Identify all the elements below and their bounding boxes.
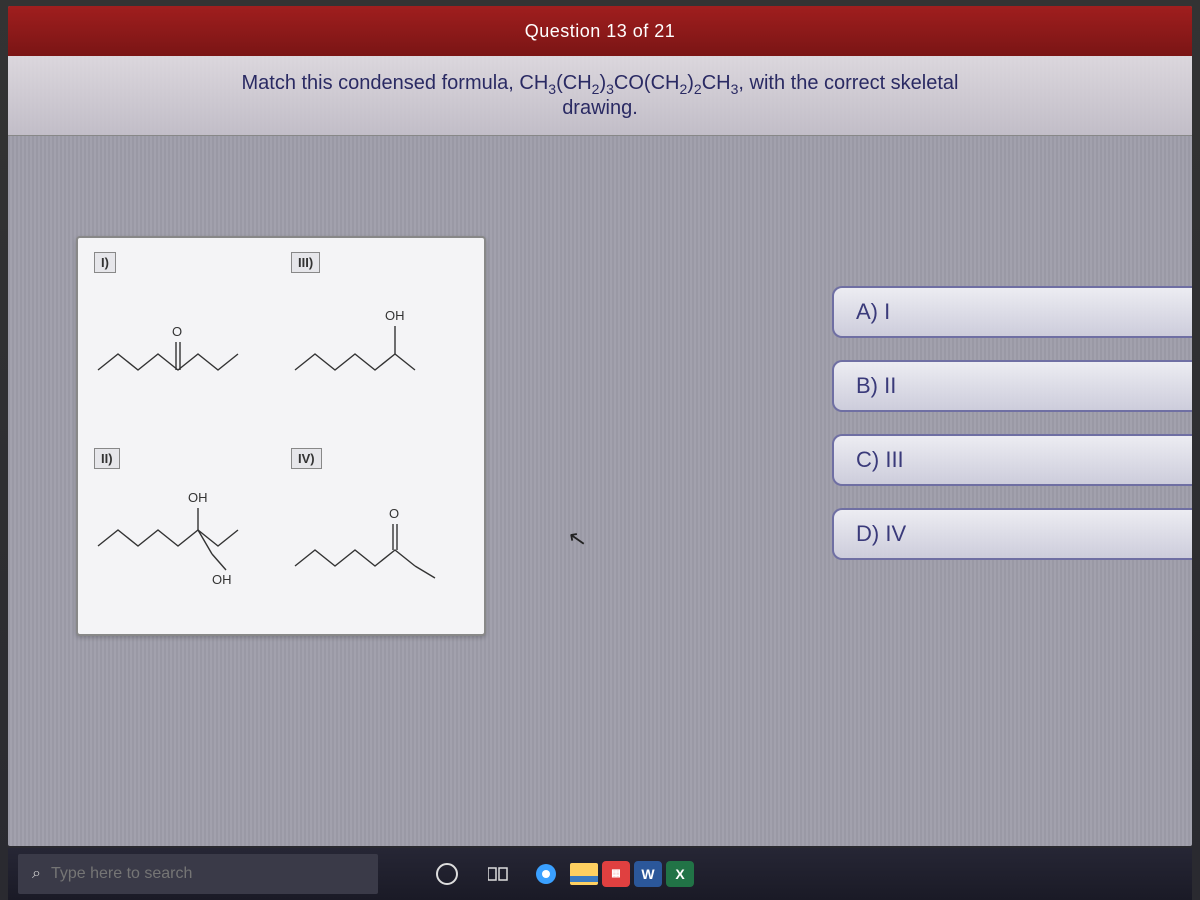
browser-app-button[interactable] <box>526 854 566 894</box>
structure-I: I) O <box>92 252 273 424</box>
progress-text: Question 13 of 21 <box>525 21 676 42</box>
structure-III: III) OH <box>289 252 470 424</box>
answer-B-label: B) II <box>856 373 896 399</box>
structures-card: I) O III) <box>76 236 486 636</box>
excel-icon: X <box>675 866 684 882</box>
structure-I-svg: O <box>92 270 272 390</box>
progress-header: Question 13 of 21 <box>8 6 1192 56</box>
condensed-formula: CH3(CH2)3CO(CH2)2CH3 <box>519 72 738 94</box>
answer-list: A) I B) II C) III D) IV <box>832 286 1192 560</box>
screen-frame: Question 13 of 21 Match this condensed f… <box>0 0 1200 900</box>
oxygen-label: O <box>389 506 399 521</box>
search-icon: ⌕ <box>32 865 41 883</box>
question-prompt: Match this condensed formula, CH3(CH2)3C… <box>8 56 1192 136</box>
task-view-button[interactable] <box>474 854 522 894</box>
oh-label-bottom: OH <box>212 572 232 587</box>
answer-A-button[interactable]: A) I <box>832 286 1192 338</box>
structure-II: II) OH OH <box>92 448 273 620</box>
folder-icon <box>570 876 598 882</box>
quiz-window: Question 13 of 21 Match this condensed f… <box>8 6 1192 846</box>
answer-C-label: C) III <box>856 447 904 473</box>
answer-C-button[interactable]: C) III <box>832 434 1192 486</box>
taskbar-icons: ▦ W X <box>424 854 694 894</box>
cursor-icon: ↖ <box>566 525 589 554</box>
task-view-icon <box>488 866 508 882</box>
store-app-button[interactable]: ▦ <box>602 861 630 887</box>
answer-B-button[interactable]: B) II <box>832 360 1192 412</box>
question-line-1: Match this condensed formula, CH3(CH2)3C… <box>241 72 958 97</box>
oh-label-top: OH <box>188 490 208 505</box>
answer-D-label: D) IV <box>856 521 906 547</box>
structure-IV-svg: O <box>289 466 469 586</box>
word-icon: W <box>641 866 654 882</box>
question-prefix: Match this condensed formula, <box>241 72 519 94</box>
oh-label: OH <box>385 308 405 323</box>
word-app-button[interactable]: W <box>634 861 662 887</box>
question-line-2: drawing. <box>562 97 638 120</box>
structures-grid: I) O III) <box>92 252 470 620</box>
question-suffix: , with the correct skeletal <box>738 72 958 94</box>
oxygen-label: O <box>172 324 182 339</box>
cortana-button[interactable] <box>436 863 458 885</box>
taskbar-search[interactable]: ⌕ <box>18 854 378 894</box>
excel-app-button[interactable]: X <box>666 861 694 887</box>
structure-II-svg: OH OH <box>92 466 272 606</box>
browser-icon <box>534 862 558 886</box>
work-area: ↖ I) O <box>8 136 1192 846</box>
answer-D-button[interactable]: D) IV <box>832 508 1192 560</box>
explorer-app-button[interactable] <box>570 863 598 885</box>
answer-A-label: A) I <box>856 299 890 325</box>
search-input[interactable] <box>51 865 364 883</box>
structure-III-svg: OH <box>289 270 469 390</box>
store-icon: ▦ <box>611 869 620 879</box>
taskbar: ⌕ ▦ W <box>8 848 1192 900</box>
structure-IV: IV) O <box>289 448 470 620</box>
